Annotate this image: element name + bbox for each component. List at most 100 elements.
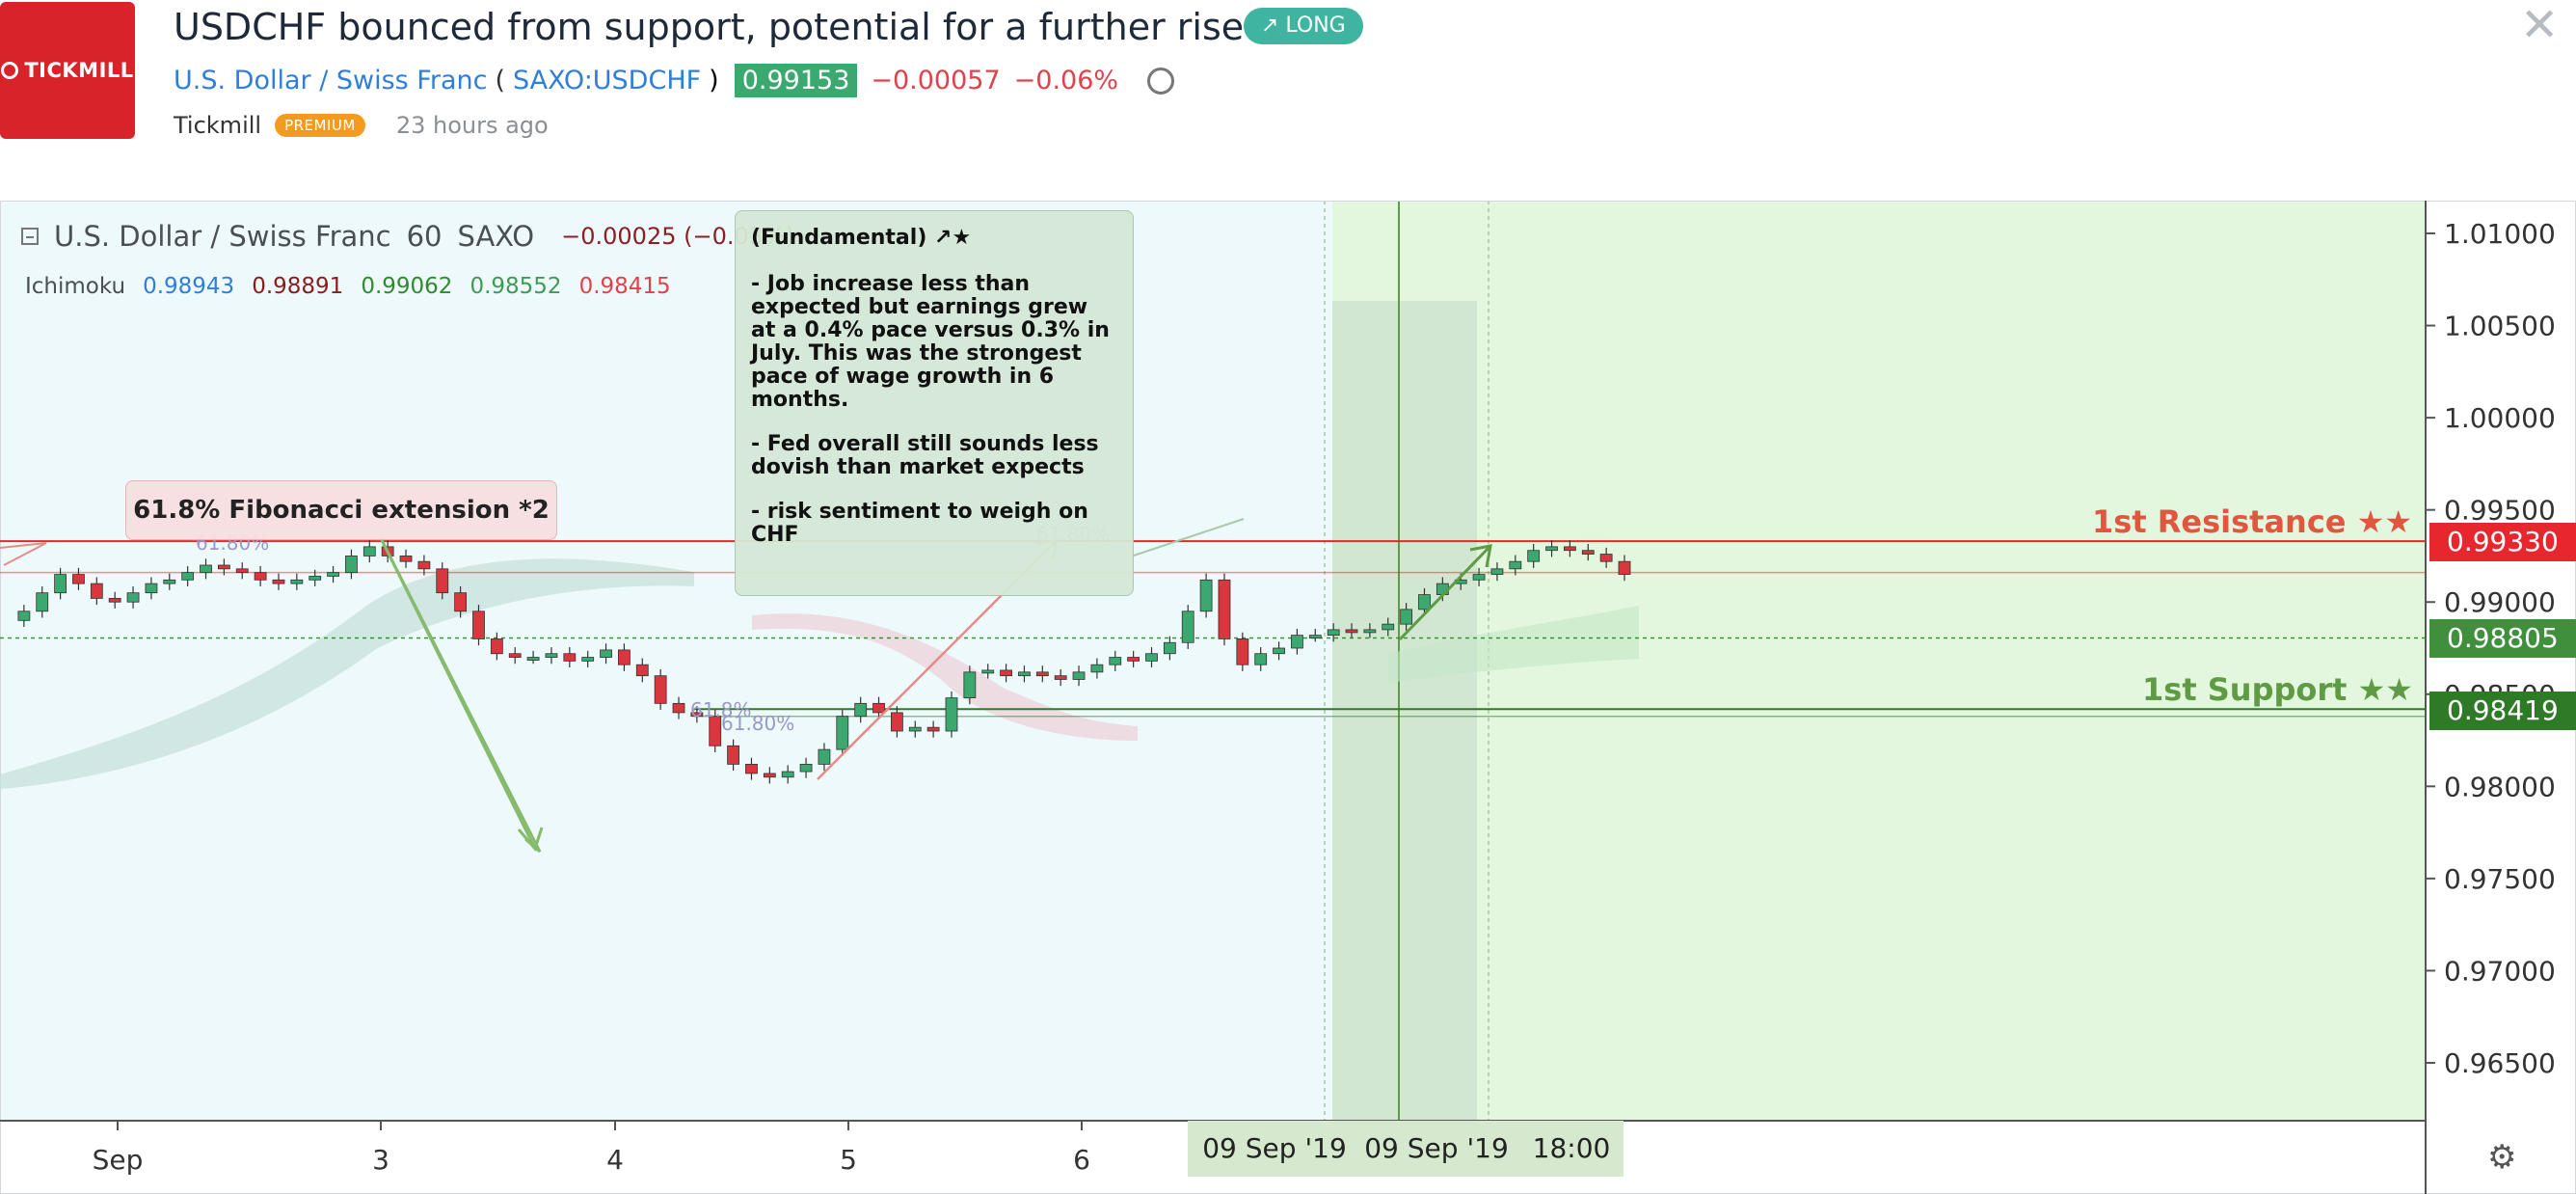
logo-mark-icon [1, 62, 19, 79]
legend-symbol: U.S. Dollar / Swiss Franc [54, 220, 391, 253]
candle [163, 579, 176, 584]
candle [90, 583, 103, 599]
candle [290, 579, 304, 584]
candle [72, 574, 85, 584]
x-tick-label: 6 [1073, 1144, 1090, 1176]
time-range-highlight [1188, 1121, 1623, 1177]
up-arrow-green [1398, 544, 1492, 641]
ichimoku-cloud [1388, 606, 1639, 683]
y-tick-label: 0.97000 [2444, 955, 2556, 987]
candle [145, 583, 158, 594]
indicator-name: Ichimoku [25, 274, 126, 299]
premium-badge: PREMIUM [275, 114, 365, 137]
note-line: - Fed overall still sounds less dovish t… [751, 432, 1099, 479]
candle [1581, 550, 1595, 555]
candle [1127, 657, 1140, 662]
chart-legend: U.S. Dollar / Swiss Franc 60 SAXO −0.000… [21, 220, 794, 253]
fibonacci-callout[interactable]: 61.8% Fibonacci extension *2 [125, 480, 557, 540]
collapse-icon[interactable] [21, 228, 39, 245]
candle [1509, 560, 1522, 570]
symbol-ticker-link[interactable]: SAXO:USDCHF [513, 66, 702, 95]
time-label: 09 Sep '19 [1202, 1132, 1347, 1164]
candle [872, 702, 885, 714]
candle [854, 702, 868, 718]
candle [1018, 671, 1031, 677]
candle [17, 611, 31, 621]
candle [635, 664, 649, 677]
candle [600, 649, 612, 658]
down-arrow-head [517, 827, 544, 853]
candle [1072, 671, 1086, 680]
author-row: Tickmill PREMIUM 23 hours ago [174, 112, 549, 139]
tickmill-logo: TICKMILL [0, 2, 135, 139]
symbol-paren-open: ( [495, 66, 506, 95]
legend-exchange: SAXO [457, 220, 535, 253]
candle [126, 592, 140, 603]
idea-title: USDCHF bounced from support, potential f… [174, 6, 1259, 48]
candle [945, 697, 958, 732]
candle [836, 716, 849, 750]
candle [618, 649, 631, 665]
candle [399, 556, 413, 562]
logo-text: TICKMILL [24, 59, 134, 82]
note-line: - Job increase less than expected but ea… [751, 272, 1110, 412]
x-tick-label: 4 [606, 1144, 624, 1176]
candle [1564, 546, 1576, 552]
chart-area[interactable]: 61.80%61.80%61.8%61.80%1.010001.005001.0… [0, 201, 2576, 1194]
ichimoku-value-2: 0.99062 [361, 274, 453, 299]
alarm-clock-icon[interactable] [1147, 67, 1175, 95]
candle [345, 556, 358, 574]
candle [254, 572, 267, 581]
candle [272, 579, 285, 584]
x-tick-label: Sep [93, 1144, 144, 1176]
candle [235, 568, 249, 574]
candle [1054, 675, 1067, 680]
candle [36, 592, 49, 612]
candle [309, 576, 322, 581]
candle [1273, 647, 1285, 655]
candle [1382, 623, 1395, 631]
candle [472, 611, 485, 639]
y-tick-label: 1.01000 [2444, 218, 2556, 250]
candle [799, 764, 813, 773]
ichimoku-value-0: 0.98943 [143, 274, 235, 299]
candle [818, 748, 831, 765]
candle [526, 657, 540, 661]
candle [1236, 638, 1249, 665]
fundamental-note[interactable]: (Fundamental) ↗★ - Job increase less tha… [735, 210, 1134, 596]
y-tick-label: 1.00500 [2444, 311, 2556, 342]
candle [1308, 635, 1322, 639]
candle [1163, 641, 1176, 655]
close-icon[interactable]: ✕ [2520, 0, 2560, 52]
candle [690, 712, 704, 718]
price-change-pct: −0.06% [1013, 66, 1119, 95]
support-label: 1st Support ★★ [2142, 671, 2413, 708]
candle [1109, 657, 1122, 665]
candle [1000, 669, 1012, 677]
candle [1145, 653, 1158, 662]
time-label: 18:00 [1533, 1132, 1611, 1164]
note-title: (Fundamental) ↗★ [751, 226, 972, 250]
candle [963, 671, 977, 699]
symbol-row: U.S. Dollar / Swiss Franc (SAXO:USDCHF) … [174, 64, 1175, 97]
candle [54, 574, 67, 594]
candle [181, 572, 195, 581]
candle [1345, 629, 1358, 634]
candle [1418, 594, 1431, 611]
gear-icon[interactable]: ⚙ [2487, 1138, 2517, 1177]
candle [490, 638, 503, 655]
author-name[interactable]: Tickmill [174, 112, 262, 139]
candle [1618, 560, 1631, 575]
candle [200, 564, 212, 574]
candle [709, 716, 722, 746]
ichimoku-value-4: 0.98415 [578, 274, 671, 299]
price-chart[interactable]: 61.80%61.80%61.8%61.80%1.010001.005001.0… [0, 201, 2576, 1194]
candle [1254, 653, 1268, 665]
candle [908, 726, 922, 732]
symbol-name-link[interactable]: U.S. Dollar / Swiss Franc [174, 66, 488, 95]
candle [1363, 629, 1377, 634]
time-label: 09 Sep '19 [1364, 1132, 1509, 1164]
candle [672, 702, 685, 714]
long-badge: ↗ LONG [1244, 8, 1363, 44]
fib-label: 61.80% [721, 712, 794, 735]
